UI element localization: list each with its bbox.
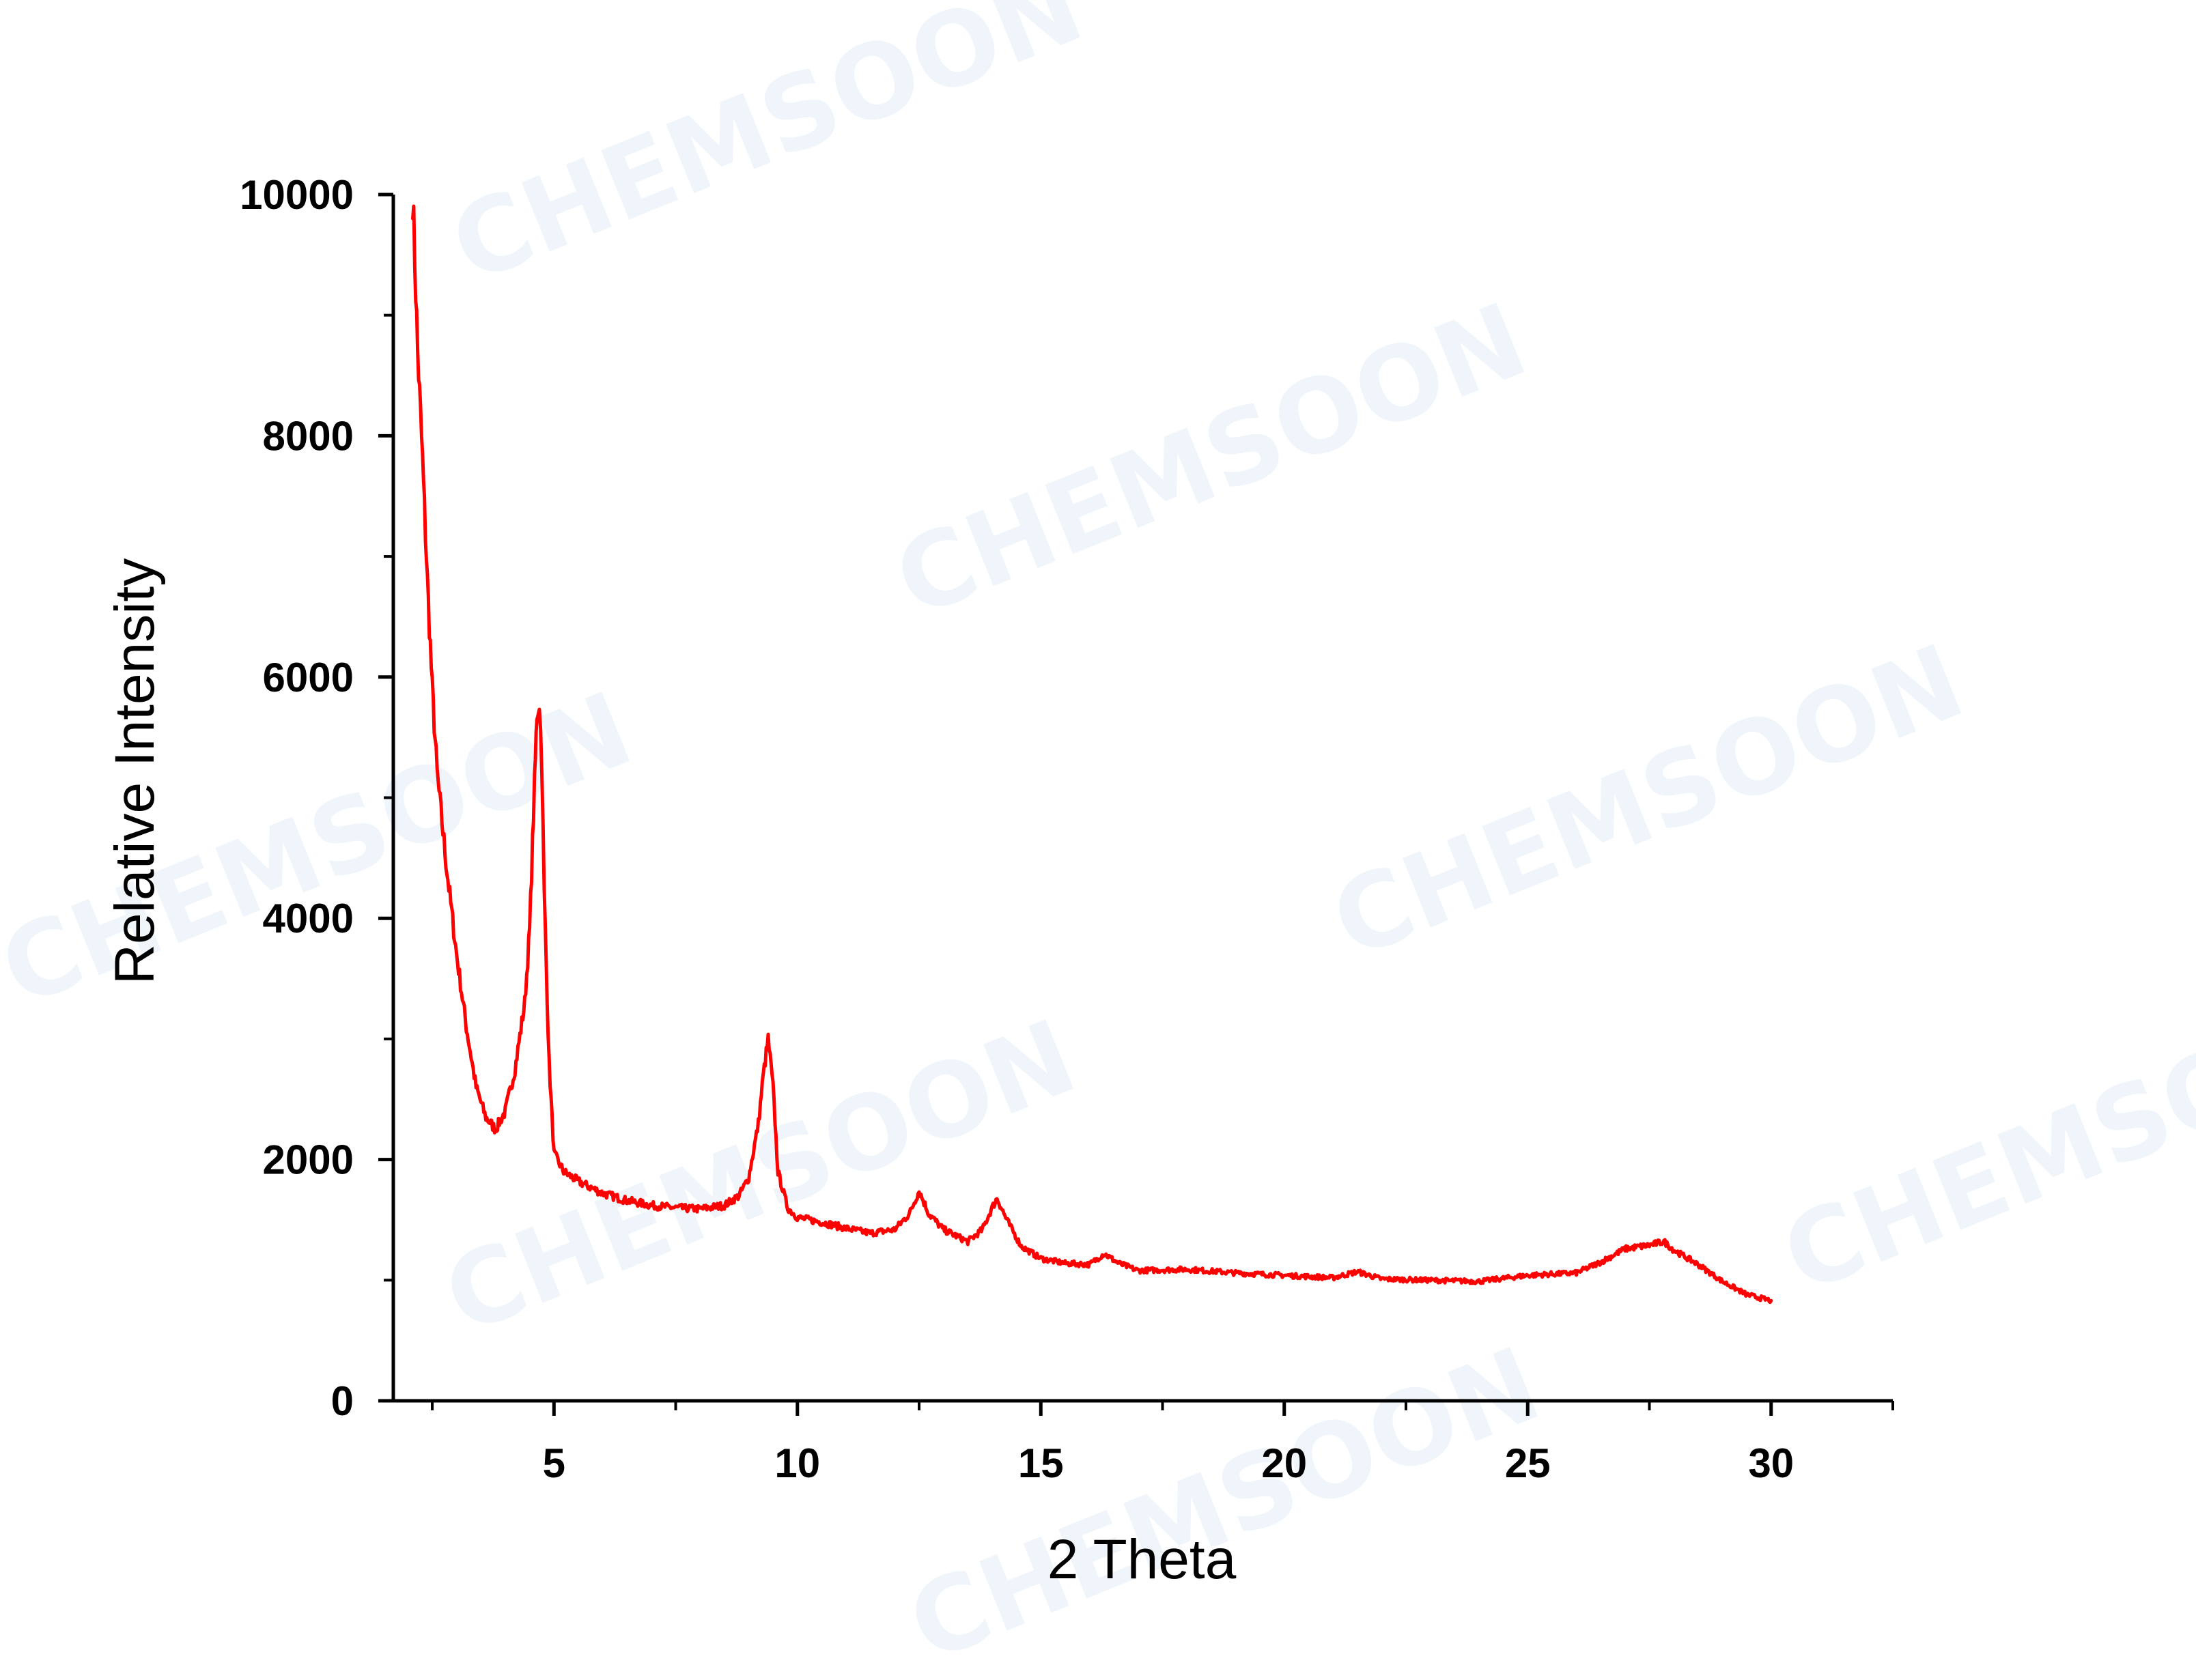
x-tick-label: 10	[774, 1440, 820, 1486]
x-tick-label: 5	[543, 1440, 565, 1486]
y-tick-label: 10000	[240, 172, 354, 218]
series-line	[411, 204, 1773, 1305]
x-ticks: 5 10 15 20 25 30	[431, 1401, 1894, 1486]
watermark-text: CHEMSOON	[1767, 956, 2196, 1316]
x-tick-label: 25	[1505, 1440, 1551, 1486]
y-axis-title: Relative Intensity	[104, 558, 166, 984]
x-tick-label: 30	[1748, 1440, 1794, 1486]
x-tick-label: 20	[1261, 1440, 1307, 1486]
watermark-text: CHEMSOON	[879, 281, 1542, 640]
x-axis-title: 2 Theta	[1047, 1528, 1237, 1591]
y-tick-label: 8000	[263, 413, 354, 459]
y-tick-label: 2000	[263, 1137, 354, 1183]
y-tick-label: 0	[331, 1378, 354, 1424]
watermark-text: CHEMSOON	[893, 1325, 1556, 1680]
y-tick-label: 6000	[263, 655, 354, 700]
y-ticks: 0 2000 4000 6000 8000 10000	[240, 172, 393, 1424]
watermark-text: CHEMSOON	[1317, 622, 1979, 982]
y-tick-label: 4000	[263, 896, 354, 941]
watermark-text: CHEMSOON	[436, 0, 1098, 306]
x-tick-label: 15	[1018, 1440, 1064, 1486]
watermark-text: CHEMSOON	[0, 670, 647, 1029]
watermark-text: CHEMSOON	[429, 997, 1091, 1357]
